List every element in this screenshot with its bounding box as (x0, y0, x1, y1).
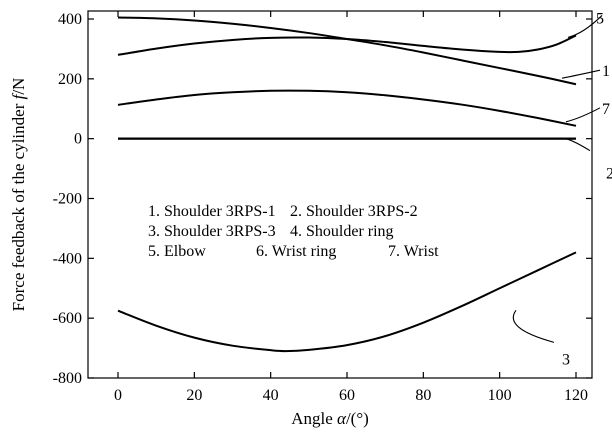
legend-entry: 3. Shoulder 3RPS-3 (148, 223, 276, 240)
x-tick-label: 80 (415, 387, 431, 404)
y-tick-label: -600 (53, 310, 82, 327)
x-tick-label: 20 (186, 387, 202, 404)
leader-line (561, 69, 601, 79)
legend-entry: 5. Elbow (148, 243, 206, 260)
x-tick-label: 120 (564, 387, 588, 404)
legend-entry: 2. Shoulder 3RPS-2 (290, 203, 418, 220)
curve-label: 5 (596, 10, 604, 27)
series-line-7 (117, 89, 577, 127)
leader-line (567, 15, 603, 38)
y-axis-title: Force feedback of the cylinder f/N (9, 78, 28, 312)
curve-labels: 5 1 7 2,4,6 3 (512, 10, 612, 368)
x-tick-label: 0 (114, 387, 122, 404)
curve-label: 3 (562, 351, 570, 368)
curve-label: 7 (602, 101, 610, 118)
curves (117, 16, 577, 353)
y-tick-label: 400 (58, 11, 82, 28)
y-tick-label: -400 (53, 250, 82, 267)
axes: 0 20 40 60 80 100 120 -800 -600 -400 -200 0 200 400 An… (9, 10, 593, 428)
y-tick-label: -200 (53, 191, 82, 208)
leader-line (565, 107, 601, 123)
legend: 1. Shoulder 3RPS-1 2. Shoulder 3RPS-2 3. S… (148, 203, 439, 260)
legend-entry: 7. Wrist (388, 243, 439, 260)
series-line-1 (117, 16, 577, 86)
plot-frame (87, 10, 593, 379)
x-axis-title: Angle α/(°) (291, 409, 369, 428)
x-tick-label: 40 (263, 387, 279, 404)
leader-line (565, 138, 591, 152)
y-tick-label: -800 (53, 370, 82, 387)
legend-entry: 1. Shoulder 3RPS-1 (148, 203, 276, 220)
curve-label: 1 (602, 63, 610, 80)
x-tick-label: 100 (488, 387, 512, 404)
legend-entry: 4. Shoulder ring (290, 223, 394, 240)
legend-entry: 6. Wrist ring (256, 243, 336, 260)
series-line-5 (117, 34, 577, 56)
curve-label: 2,4,6 (606, 166, 612, 183)
y-tick-label: 200 (58, 71, 82, 88)
series-line-3 (117, 251, 577, 353)
x-tick-label: 60 (339, 387, 355, 404)
y-tick-label: 0 (74, 131, 82, 148)
leader-line (512, 310, 555, 343)
